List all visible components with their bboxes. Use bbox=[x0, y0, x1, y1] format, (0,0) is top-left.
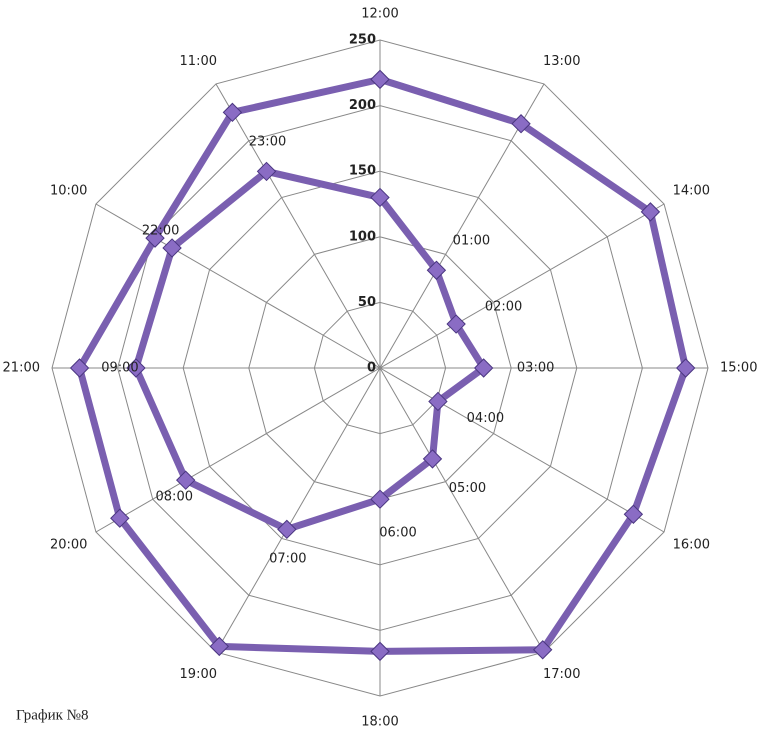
marker bbox=[623, 504, 644, 524]
marker bbox=[175, 470, 196, 490]
point-label: 03:00 bbox=[517, 361, 554, 376]
marker bbox=[222, 102, 243, 123]
spoke bbox=[215, 83, 381, 369]
marker bbox=[640, 202, 661, 222]
point-label: 10:00 bbox=[50, 184, 87, 199]
point-label: 14:00 bbox=[673, 184, 710, 199]
spoke bbox=[379, 367, 545, 653]
marker bbox=[675, 358, 696, 378]
point-label: 16:00 bbox=[673, 538, 710, 553]
point-label: 11:00 bbox=[180, 54, 217, 69]
marker bbox=[277, 519, 297, 540]
marker bbox=[145, 228, 165, 248]
point-label: 15:00 bbox=[720, 361, 757, 376]
point-label: 02:00 bbox=[485, 300, 522, 315]
marker bbox=[426, 260, 447, 280]
point-label: 08:00 bbox=[156, 490, 193, 505]
spoke bbox=[215, 367, 381, 653]
marker bbox=[446, 314, 466, 334]
spoke bbox=[379, 367, 665, 533]
marker bbox=[209, 636, 229, 657]
caption: График №8 bbox=[16, 707, 88, 723]
y-tick-label: 100 bbox=[349, 229, 376, 244]
marker bbox=[428, 391, 448, 412]
spoke bbox=[379, 83, 545, 369]
point-label: 09:00 bbox=[101, 361, 138, 376]
marker bbox=[256, 161, 277, 182]
spoke bbox=[95, 367, 381, 533]
point-label: 06:00 bbox=[379, 526, 416, 541]
marker bbox=[126, 358, 146, 378]
point-label: 01:00 bbox=[453, 233, 490, 248]
point-label: 04:00 bbox=[467, 411, 504, 426]
spoke bbox=[95, 203, 381, 369]
point-label: 21:00 bbox=[3, 361, 40, 376]
marker bbox=[473, 358, 494, 378]
y-tick-label: 200 bbox=[349, 98, 376, 113]
marker bbox=[532, 640, 553, 660]
marker bbox=[370, 69, 390, 90]
marker bbox=[422, 449, 443, 469]
point-label: 20:00 bbox=[50, 538, 87, 553]
spoke bbox=[379, 203, 665, 369]
point-label: 18:00 bbox=[361, 715, 398, 730]
marker bbox=[110, 508, 130, 528]
marker bbox=[511, 114, 531, 134]
marker bbox=[162, 238, 182, 258]
marker bbox=[370, 489, 390, 509]
point-label: 07:00 bbox=[269, 551, 306, 566]
y-tick-label: 250 bbox=[349, 33, 376, 48]
point-label: 13:00 bbox=[543, 54, 580, 69]
y-tick-label: 0 bbox=[367, 361, 376, 376]
marker bbox=[69, 358, 90, 378]
point-label: 05:00 bbox=[449, 481, 486, 496]
series-line bbox=[76, 75, 690, 655]
point-label: 12:00 bbox=[361, 7, 398, 22]
y-tick-label: 50 bbox=[358, 295, 376, 310]
marker bbox=[370, 187, 390, 208]
point-label: 23:00 bbox=[249, 134, 286, 149]
point-label: 22:00 bbox=[142, 223, 179, 238]
point-label: 17:00 bbox=[543, 667, 580, 682]
point-label: 19:00 bbox=[180, 667, 217, 682]
marker bbox=[370, 641, 390, 662]
y-tick-label: 150 bbox=[349, 164, 376, 179]
